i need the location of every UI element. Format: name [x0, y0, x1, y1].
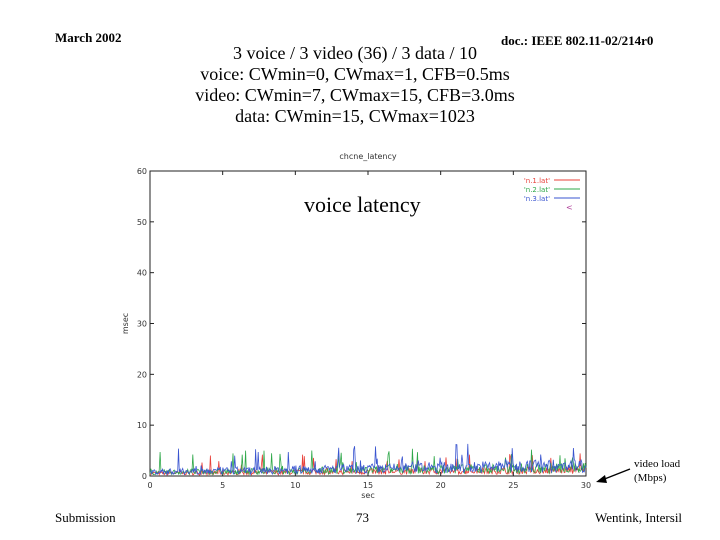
slide-title: 3 voice / 3 video (36) / 3 data / 10 voi…	[0, 43, 710, 127]
video-load-arrow-head	[596, 475, 607, 483]
video-load-unit: (Mbps)	[634, 472, 667, 484]
legend-extra-marker: <	[566, 203, 573, 212]
y-tick-label: 0	[142, 472, 147, 481]
video-load-annotation: video load (Mbps)	[634, 457, 714, 485]
footer-submission: Submission	[55, 510, 116, 525]
y-tick-label: 50	[137, 218, 147, 227]
video-load-label: video load	[634, 458, 681, 470]
y-tick-label: 30	[137, 320, 147, 329]
chart-title: chcne_latency	[339, 152, 397, 161]
series-line-3	[149, 443, 587, 476]
x-axis-label: sec	[361, 491, 375, 500]
title-line: video: CWmin=7, CWmax=15, CFB=3.0ms	[195, 85, 515, 105]
legend-label: 'n.2.lat'	[524, 186, 550, 194]
x-tick-label: 25	[508, 481, 518, 490]
video-load-arrow-shaft	[601, 468, 631, 481]
title-line: data: CWmin=15, CWmax=1023	[235, 106, 475, 126]
header-date: March 2002	[55, 30, 122, 45]
y-tick-label: 10	[137, 421, 147, 430]
voice-latency-label: voice latency	[304, 192, 421, 217]
x-tick-label: 20	[436, 481, 446, 490]
footer-author: Wentink, Intersil	[595, 510, 683, 525]
x-tick-label: 0	[147, 481, 152, 490]
video-load-point-label: '.'	[576, 467, 582, 475]
x-tick-label: 30	[581, 481, 591, 490]
title-line: 3 voice / 3 video (36) / 3 data / 10	[233, 43, 477, 63]
x-tick-label: 5	[220, 481, 225, 490]
y-tick-label: 40	[137, 269, 147, 278]
legend-label: 'n.1.lat'	[524, 177, 550, 185]
y-tick-label: 20	[137, 370, 147, 379]
header-doc-id: doc.: IEEE 802.11-02/214r0	[501, 33, 654, 48]
x-tick-label: 10	[290, 481, 300, 490]
title-line: voice: CWmin=0, CWmax=1, CFB=0.5ms	[200, 64, 510, 84]
series-line-2	[149, 448, 587, 476]
footer-page-number: 73	[356, 510, 369, 525]
y-tick-label: 60	[137, 167, 147, 176]
legend-label: 'n.3.lat'	[524, 195, 550, 203]
y-axis-label: msec	[121, 313, 130, 334]
x-tick-label: 15	[363, 481, 373, 490]
